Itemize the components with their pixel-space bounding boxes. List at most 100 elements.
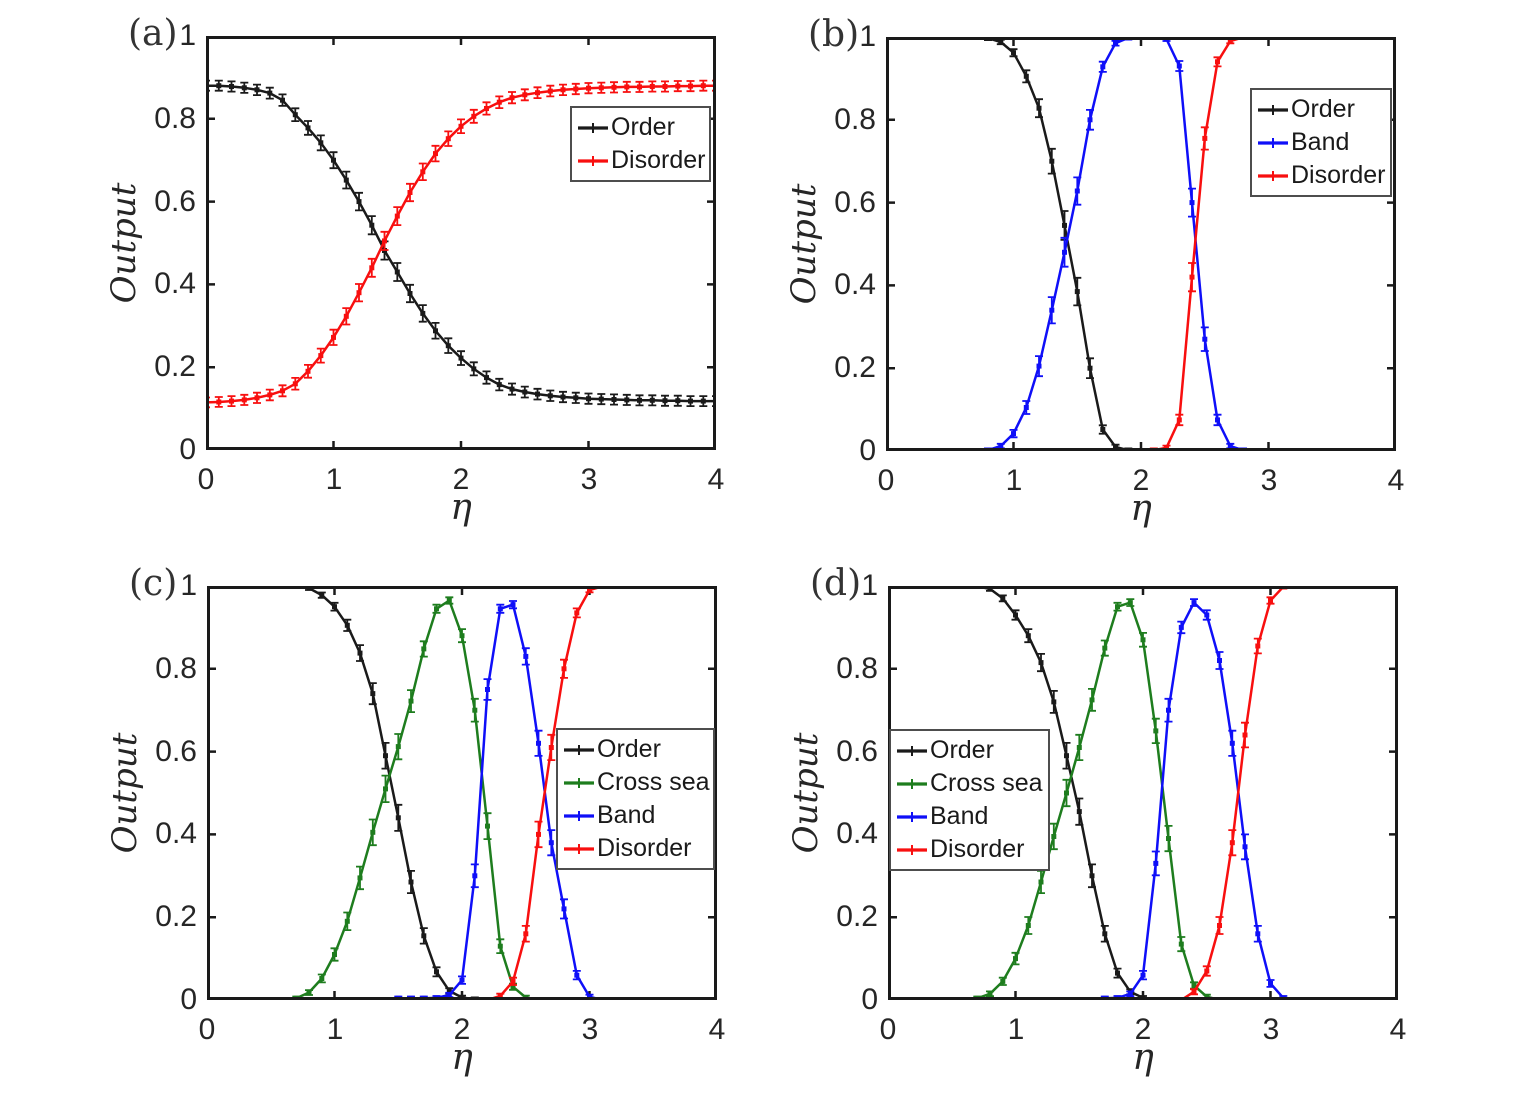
- y-tick-label: 0.6: [154, 185, 196, 218]
- x-tick-label: 4: [708, 1013, 726, 1046]
- legend-label: Order: [930, 736, 994, 764]
- panel-label-c: (c): [129, 563, 178, 604]
- y-tick-label: 0.6: [836, 735, 878, 768]
- legend-label: Disorder: [611, 146, 706, 174]
- legend-line-sample: [578, 122, 608, 133]
- legend-a: Order Disorder: [570, 106, 711, 182]
- legend-entry: Cross sea: [563, 766, 713, 799]
- legend-entry: Order: [896, 734, 1048, 767]
- legend-label: Cross sea: [597, 768, 710, 796]
- legend-line-sample: [564, 777, 594, 788]
- plot-area-b: [886, 37, 1396, 451]
- plot-border: [886, 37, 1396, 451]
- y-tick-label: 0: [859, 434, 876, 467]
- x-tick-label: 4: [1389, 1013, 1407, 1046]
- x-tick-label: 1: [1007, 1013, 1025, 1046]
- plot-area-c: [207, 586, 717, 1000]
- x-tick-label: 3: [581, 1013, 599, 1046]
- y-tick-label: 0: [179, 433, 196, 466]
- y-tick-label: 0.4: [834, 268, 876, 301]
- x-tick-label: 0: [198, 1013, 216, 1046]
- x-tick-label: 3: [1260, 464, 1278, 497]
- x-tick-label: 0: [877, 464, 895, 497]
- y-tick-label: 0.8: [155, 652, 197, 685]
- legend-c: Order Cross sea Band Disorder: [556, 728, 715, 870]
- series-disorder: [206, 79, 716, 409]
- legend-label: Cross sea: [930, 769, 1043, 797]
- legend-entry: Band: [896, 800, 1048, 833]
- legend-line-sample: [578, 155, 608, 166]
- x-axis-label: η: [1132, 1037, 1154, 1078]
- x-tick-label: 3: [1262, 1013, 1280, 1046]
- legend-entry: Band: [563, 799, 713, 832]
- x-tick-label: 4: [1387, 464, 1405, 497]
- y-tick-label: 0.4: [155, 817, 197, 850]
- y-tick-label: 0.2: [154, 350, 196, 383]
- x-axis-label: η: [451, 1037, 473, 1078]
- x-tick-label: 2: [1132, 464, 1150, 497]
- legend-entry: Cross sea: [896, 767, 1048, 800]
- x-tick-label: 3: [580, 463, 598, 496]
- y-tick-label: 0.2: [834, 351, 876, 384]
- legend-line-sample: [897, 844, 927, 855]
- x-tick-label: 1: [326, 1013, 344, 1046]
- legend-line-sample: [897, 811, 927, 822]
- legend-label: Disorder: [597, 834, 692, 862]
- legend-line-sample: [1258, 137, 1288, 148]
- x-tick-label: 0: [879, 1013, 897, 1046]
- y-tick-label: 0.6: [155, 735, 197, 768]
- legend-line-sample: [564, 810, 594, 821]
- legend-label: Disorder: [1291, 161, 1386, 189]
- legend-label: Band: [597, 801, 656, 829]
- y-tick-label: 1: [180, 569, 197, 602]
- legend-label: Order: [1291, 95, 1355, 123]
- legend-line-sample: [564, 843, 594, 854]
- legend-entry: Disorder: [1257, 159, 1390, 192]
- legend-entry: Order: [1257, 93, 1390, 126]
- legend-entry: Disorder: [896, 833, 1048, 866]
- legend-entry: Order: [563, 733, 713, 766]
- y-tick-label: 0.4: [154, 267, 196, 300]
- x-axis-label: η: [1130, 488, 1152, 529]
- x-tick-label: 4: [707, 463, 725, 496]
- axis-ticks: [206, 36, 716, 450]
- x-tick-label: 2: [1134, 1013, 1152, 1046]
- legend-line-sample: [1258, 104, 1288, 115]
- panel-label-b: (b): [808, 14, 860, 55]
- legend-b: Order Band Disorder: [1250, 88, 1392, 197]
- legend-label: Band: [930, 802, 989, 830]
- y-tick-label: 1: [179, 19, 196, 52]
- y-tick-label: 0.8: [836, 652, 878, 685]
- legend-line-sample: [897, 745, 927, 756]
- panel-label-a: (a): [128, 13, 178, 54]
- legend-entry: Order: [577, 111, 709, 144]
- legend-entry: Disorder: [577, 144, 709, 177]
- y-axis-label: Output: [105, 732, 145, 854]
- plot-border: [207, 586, 717, 1000]
- x-tick-label: 2: [452, 463, 470, 496]
- y-tick-label: 0: [180, 983, 197, 1016]
- x-tick-label: 0: [197, 463, 215, 496]
- legend-line-sample: [564, 744, 594, 755]
- y-tick-label: 0.2: [155, 900, 197, 933]
- y-axis-label: Output: [104, 182, 144, 304]
- plot-border: [206, 36, 716, 450]
- y-tick-label: 0.8: [154, 102, 196, 135]
- x-tick-label: 2: [453, 1013, 471, 1046]
- legend-entry: Disorder: [563, 832, 713, 865]
- y-tick-label: 0.4: [836, 817, 878, 850]
- series-order: [206, 79, 716, 407]
- y-tick-label: 0.2: [836, 900, 878, 933]
- legend-label: Disorder: [930, 835, 1025, 863]
- plot-area-d: [888, 586, 1398, 1000]
- y-tick-label: 0: [861, 983, 878, 1016]
- y-tick-label: 1: [861, 569, 878, 602]
- y-tick-label: 1: [859, 20, 876, 53]
- panel-label-d: (d): [810, 563, 862, 604]
- legend-d: Order Cross sea Band Disorder: [889, 729, 1050, 871]
- y-axis-label: Output: [784, 183, 824, 305]
- x-axis-label: η: [450, 487, 472, 528]
- legend-line-sample: [1258, 170, 1288, 181]
- x-tick-label: 1: [1005, 464, 1023, 497]
